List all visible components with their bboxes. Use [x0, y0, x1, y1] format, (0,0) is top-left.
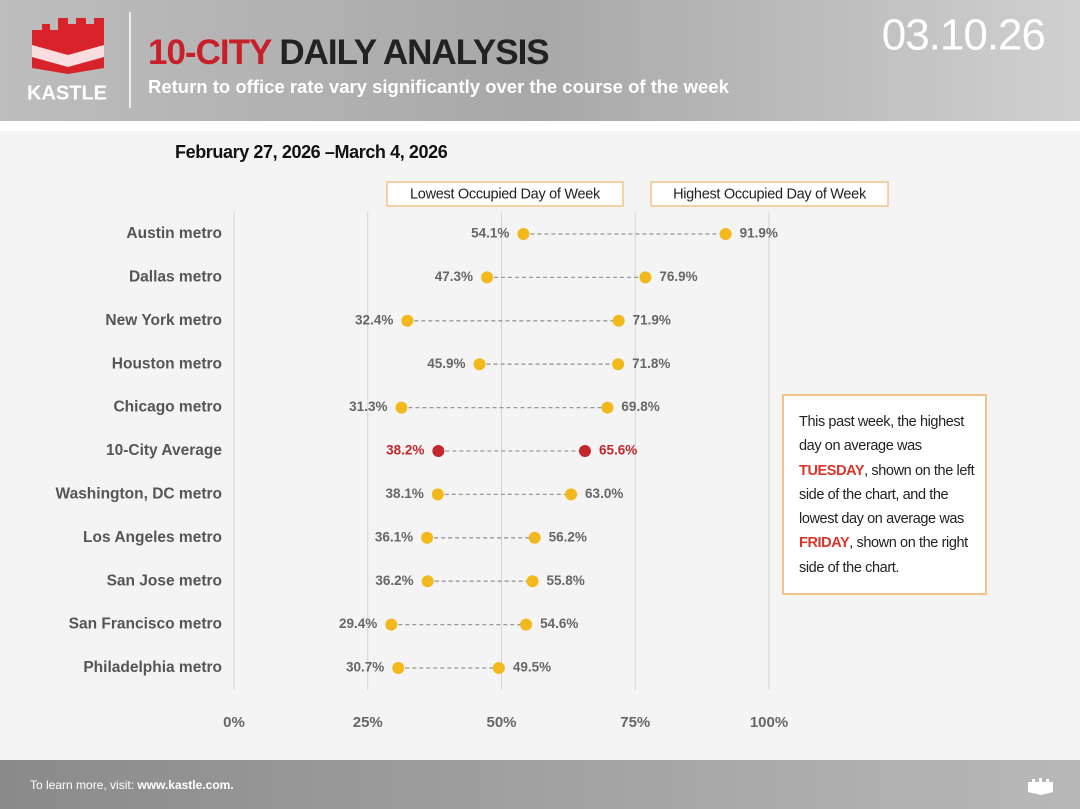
x-tick-label: 75% [620, 714, 650, 731]
value-label: 71.9% [633, 312, 671, 327]
dot [421, 531, 434, 544]
dot [528, 531, 541, 544]
value-label: 45.9% [427, 356, 465, 371]
footer-icon [1028, 778, 1053, 795]
category-label: San Jose metro [107, 572, 222, 589]
category-label: New York metro [105, 312, 222, 329]
value-label: 54.6% [540, 616, 578, 631]
category-label: Philadelphia metro [83, 659, 222, 676]
category-label: Dallas metro [129, 268, 222, 285]
value-label: 38.2% [386, 443, 424, 458]
note: This past week, the highest day on avera… [782, 394, 987, 595]
value-label: 36.2% [375, 573, 413, 588]
value-label: 71.8% [632, 356, 670, 371]
category-label: San Francisco metro [69, 616, 222, 633]
category-label: 10-City Average [106, 442, 222, 459]
date-range: February 27, 2026 –March 4, 2026 [175, 142, 448, 162]
dot [395, 401, 408, 414]
dot [612, 358, 625, 371]
dot [473, 358, 486, 371]
date: 03.10.26 [882, 11, 1045, 60]
note-text: , shown on the right side of the chart. [799, 535, 968, 576]
x-tick-label: 25% [353, 714, 383, 731]
dot [421, 575, 434, 588]
value-label: 91.9% [740, 226, 778, 241]
note-text: This past week, the highest day on avera… [799, 414, 964, 455]
dot [601, 401, 614, 414]
dot [565, 488, 578, 501]
x-tick-label: 50% [486, 714, 516, 731]
value-label: 63.0% [585, 486, 623, 501]
dot [517, 228, 530, 240]
title-highlight: 10-CITY [148, 33, 272, 72]
note-emphasis: FRIDAY [799, 535, 850, 552]
value-label: 29.4% [339, 616, 377, 631]
x-tick-label: 100% [750, 714, 788, 731]
value-label: 69.8% [621, 399, 659, 414]
category-label: Austin metro [126, 225, 222, 242]
dot [719, 228, 732, 240]
title-rest: DAILY ANALYSIS [279, 33, 548, 72]
legend-box [386, 181, 624, 207]
value-label: 47.3% [435, 269, 473, 284]
value-label: 38.1% [386, 486, 424, 501]
category-label: Chicago metro [113, 399, 222, 416]
value-label: 32.4% [355, 312, 393, 327]
value-label: 49.5% [513, 660, 551, 675]
x-tick-label: 0% [223, 714, 245, 731]
value-label: 76.9% [659, 269, 697, 284]
value-label: 55.8% [547, 573, 585, 588]
dot [392, 662, 405, 674]
dot [481, 271, 494, 284]
value-label: 56.2% [549, 529, 587, 544]
logo-icon [32, 18, 104, 74]
footer-text: To learn more, visit: [30, 778, 135, 792]
dot [432, 445, 445, 457]
dot [385, 618, 398, 631]
legend-label: Highest Occupied Day of Week [673, 186, 867, 202]
dot [526, 575, 539, 588]
dot [578, 445, 591, 457]
value-label: 30.7% [346, 660, 384, 675]
note-text: , shown on the left side of the chart, a… [799, 462, 975, 528]
footer: To learn more, visit: www.kastle.com. [30, 778, 234, 792]
title: 10-CITY DAILY ANALYSIS [148, 33, 549, 72]
value-label: 65.6% [599, 443, 637, 458]
category-label: Washington, DC metro [56, 485, 222, 502]
category-label: Houston metro [112, 355, 222, 372]
category-label: Los Angeles metro [83, 529, 222, 546]
dot [520, 618, 533, 631]
header-rule [0, 121, 1080, 131]
dot [639, 271, 652, 284]
dot [492, 662, 505, 674]
dot [431, 488, 444, 501]
value-label: 36.1% [375, 529, 413, 544]
legend-label: Lowest Occupied Day of Week [410, 186, 601, 202]
footer-band [0, 760, 1080, 809]
logo-text: KASTLE [27, 82, 107, 104]
footer-link: www.kastle.com. [137, 778, 234, 792]
legend-box [650, 181, 889, 207]
subtitle: Return to office rate vary significantly… [148, 76, 730, 97]
header-band [0, 0, 1080, 121]
dot [401, 314, 414, 327]
value-label: 54.1% [471, 226, 509, 241]
note-emphasis: TUESDAY [799, 462, 865, 479]
value-label: 31.3% [349, 399, 387, 414]
dot [612, 314, 625, 327]
